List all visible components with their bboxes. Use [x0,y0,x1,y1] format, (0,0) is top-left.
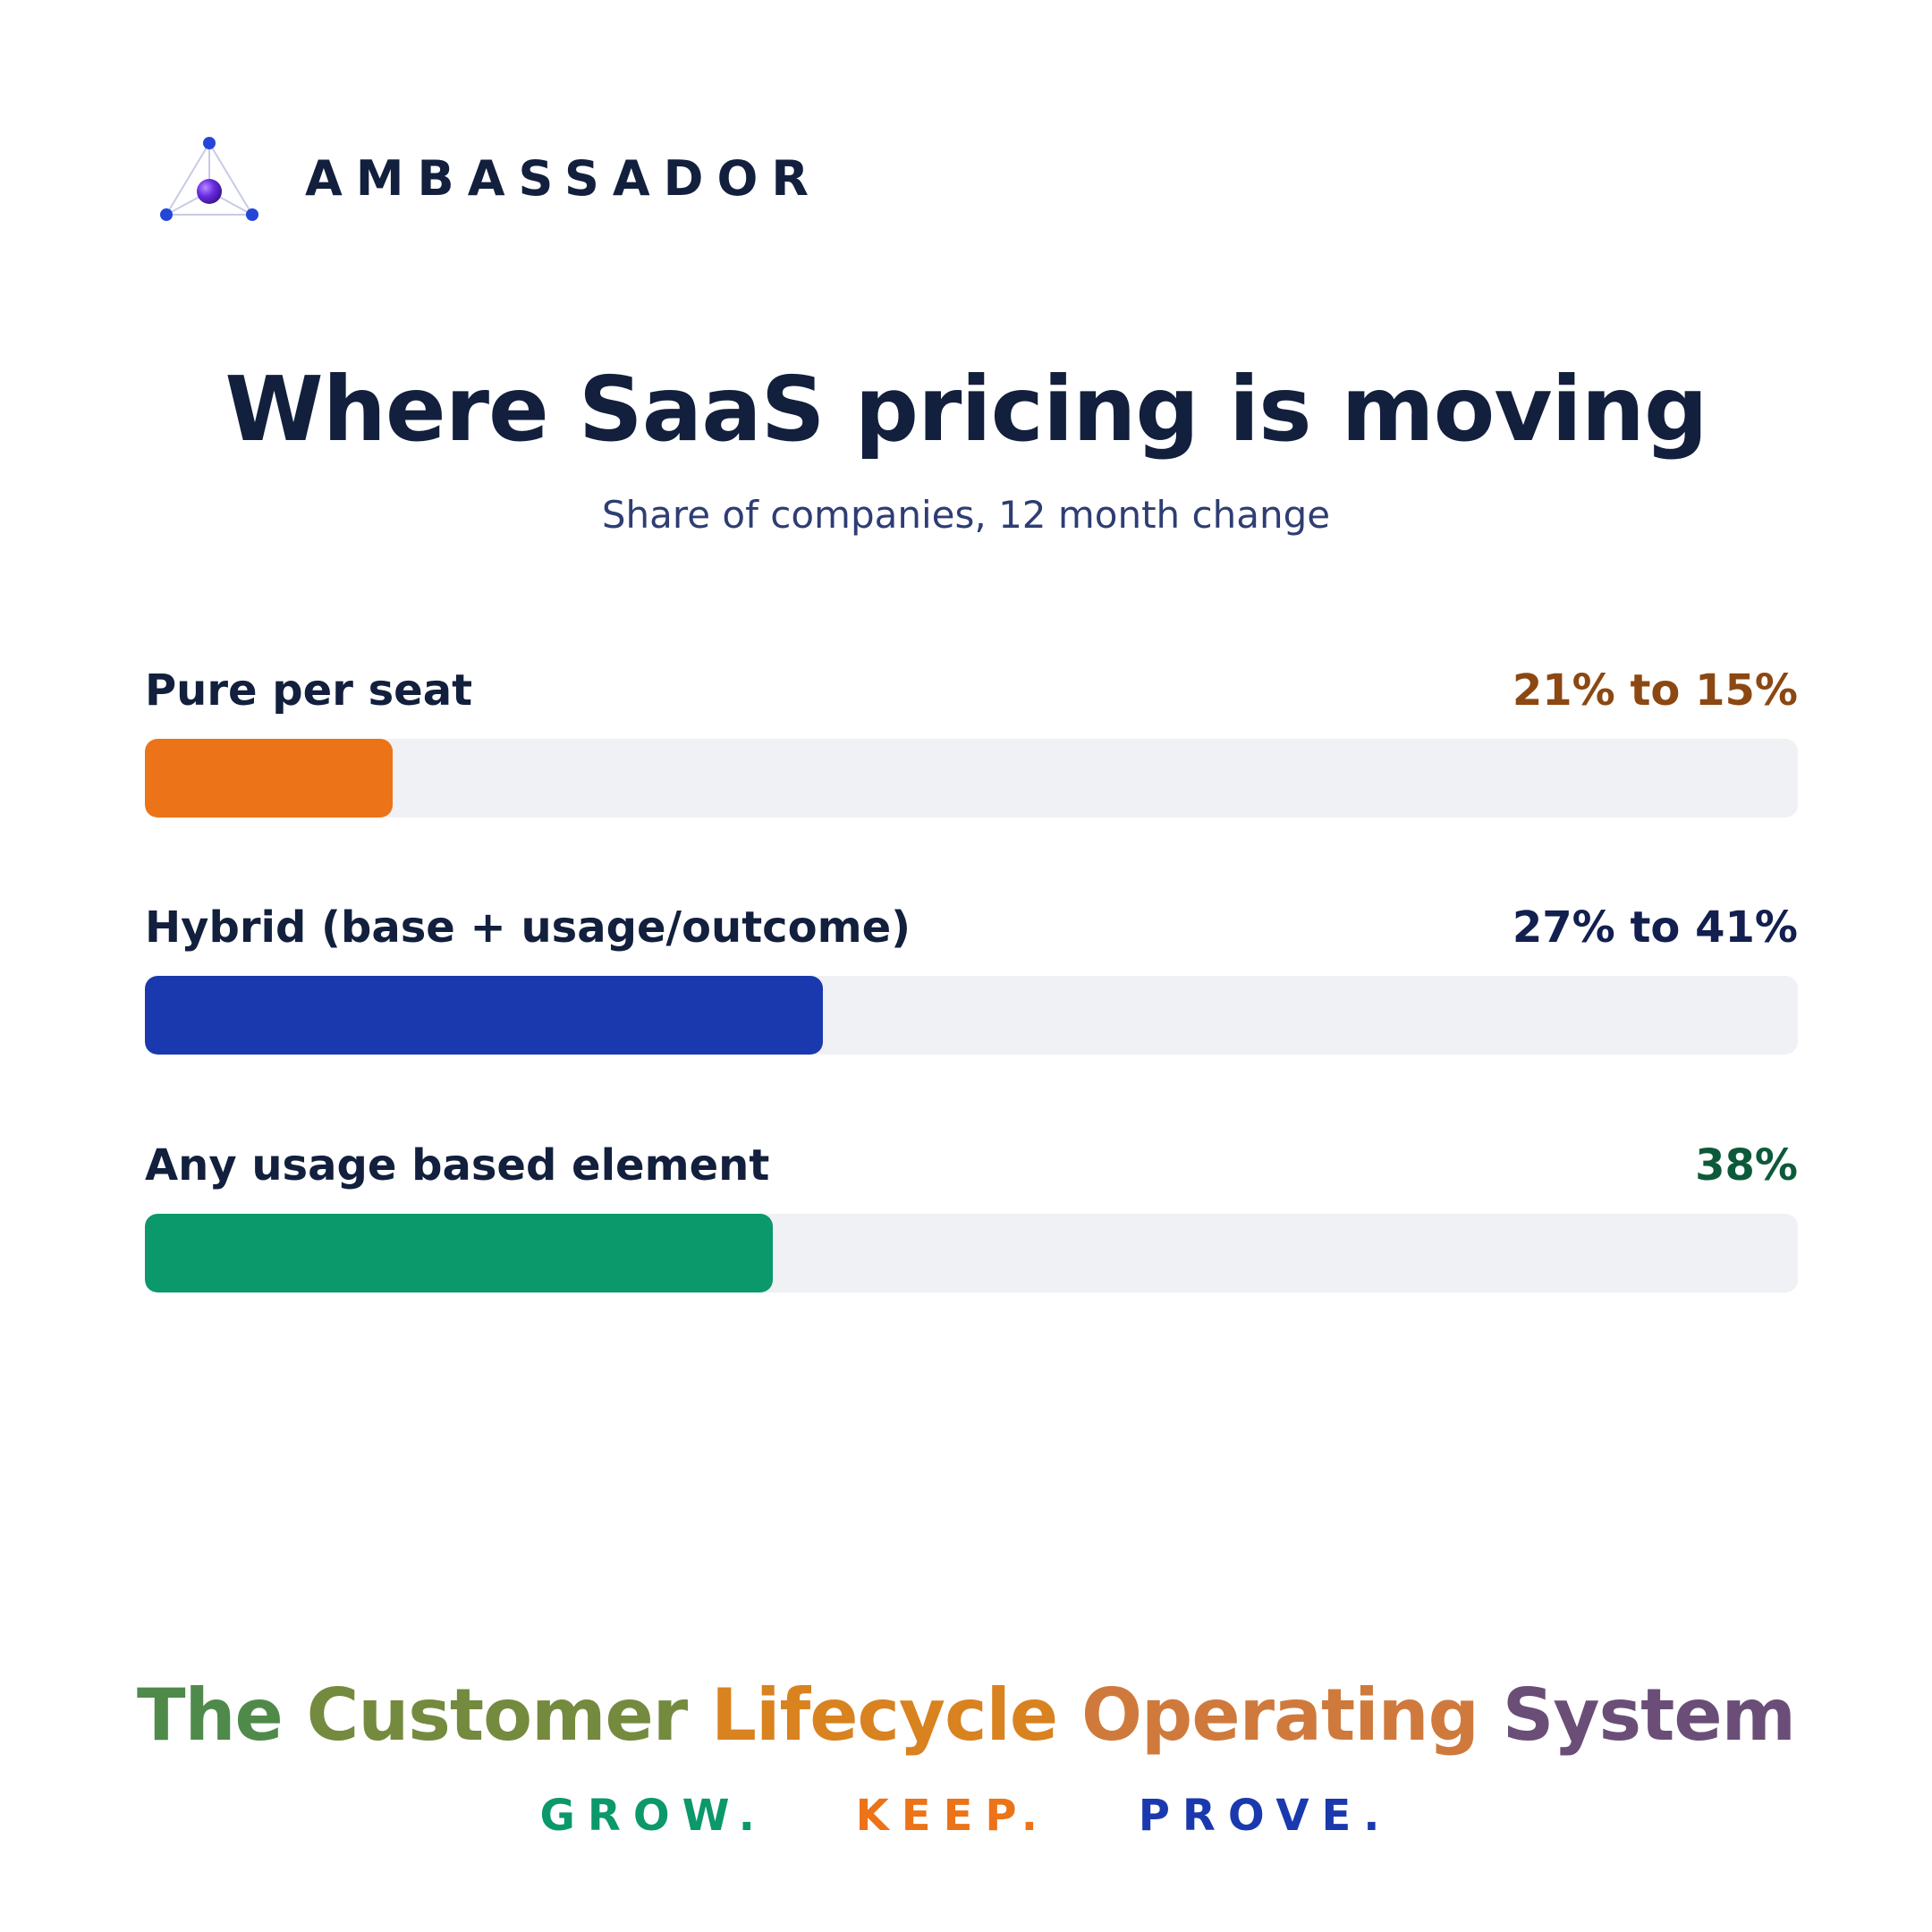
triangle-node-logo-icon [160,137,258,221]
bar-row-hybrid: Hybrid (base + usage/outcome) 27% to 41% [145,899,1798,1078]
bar-track [145,739,1798,818]
tagline-word: Customer [306,1674,689,1757]
bar-fill [145,1214,773,1292]
bar-row-pure-per-seat: Pure per seat 21% to 15% [145,662,1798,841]
bar-value-label: 27% to 41% [1512,902,1798,953]
bar-label: Pure per seat [145,665,473,716]
tagline: The Customer Lifecycle Operating System [0,1671,1932,1760]
motto-word-grow: GROW. [539,1791,767,1841]
bar-value-label: 21% to 15% [1512,665,1798,716]
chart-subtitle: Share of companies, 12 month change [601,493,1331,537]
tagline-word: Operating [1081,1674,1479,1757]
bar-fill [145,976,823,1055]
bar-fill [145,739,393,818]
tagline-word: Lifecycle [711,1674,1058,1757]
motto: GROW. KEEP. PROVE. [0,1789,1932,1843]
tagline-word: System [1502,1674,1796,1757]
bar-track [145,1214,1798,1292]
motto-word-prove: PROVE. [1138,1791,1393,1841]
bar-label: Hybrid (base + usage/outcome) [145,902,911,953]
motto-word-keep: KEEP. [855,1791,1050,1841]
bar-row-any-usage: Any usage based element 38% [145,1137,1798,1316]
bar-value-label: 38% [1695,1140,1798,1191]
bar-track [145,976,1798,1055]
brand-name: AMBASSADOR [305,150,822,207]
chart-title: Where SaaS pricing is moving [225,357,1707,462]
tagline-word: The [136,1674,284,1757]
bar-label: Any usage based element [145,1140,770,1191]
